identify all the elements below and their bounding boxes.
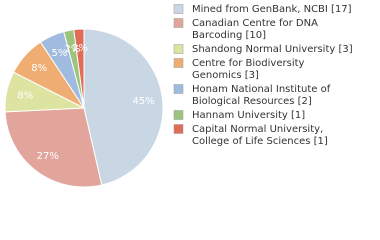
legend-label: Canadian Centre for DNA <box>192 18 318 29</box>
slice-label: 8% <box>31 63 47 74</box>
pie-slice <box>83 28 164 186</box>
pie-slice <box>73 28 85 109</box>
slice-label: 45% <box>133 96 155 107</box>
slice-label: 2% <box>64 44 80 55</box>
slice-label: 2% <box>72 43 88 54</box>
pie-slice <box>4 107 103 188</box>
slice-label: 5% <box>52 48 68 59</box>
legend-label: Mined from GenBank, NCBI [17] <box>192 4 352 15</box>
legend-label: Genomics [3] <box>192 70 259 81</box>
legend-swatch <box>173 84 184 94</box>
legend-label: Shandong Normal University [3] <box>192 44 353 55</box>
legend-label: Centre for Biodiversity <box>192 58 305 69</box>
legend-swatch <box>173 110 184 120</box>
slice-label: 27% <box>37 151 59 162</box>
legend-swatch <box>173 18 184 28</box>
legend-swatch <box>173 4 184 14</box>
legend-label: Barcoding [10] <box>192 30 266 41</box>
legend-swatch <box>173 44 184 54</box>
legend-label: Capital Normal University, <box>192 124 323 135</box>
legend-swatch <box>173 124 184 134</box>
legend-label: Hannam University [1] <box>192 110 305 121</box>
slice-label: 8% <box>17 90 33 101</box>
legend-label: College of Life Sciences [1] <box>192 136 328 147</box>
legend-swatch <box>173 58 184 68</box>
legend-label: Biological Resources [2] <box>192 96 312 107</box>
legend-label: Honam National Institute of <box>192 84 331 95</box>
